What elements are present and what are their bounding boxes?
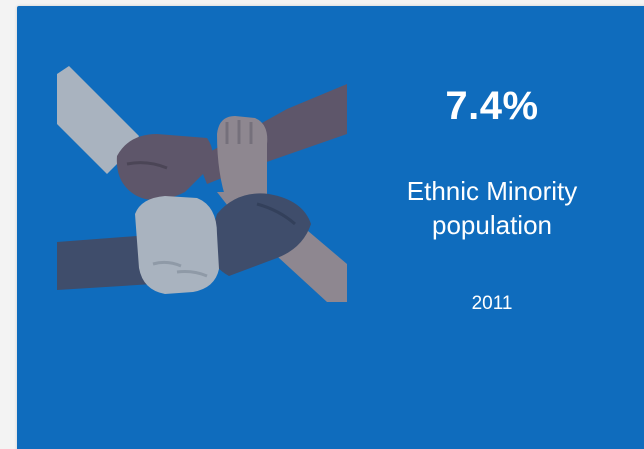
statistic-year: 2011 bbox=[471, 293, 513, 314]
statistic-label: Ethnic Minority population bbox=[372, 174, 612, 242]
statistic-card: 7.4% Ethnic Minority population 2011 bbox=[17, 6, 644, 449]
joined-hands-icon bbox=[57, 66, 347, 302]
statistic-label-line-1: Ethnic Minority bbox=[406, 176, 578, 206]
statistic-label-line-2: population bbox=[432, 210, 552, 240]
statistic-value: 7.4% bbox=[445, 84, 539, 128]
